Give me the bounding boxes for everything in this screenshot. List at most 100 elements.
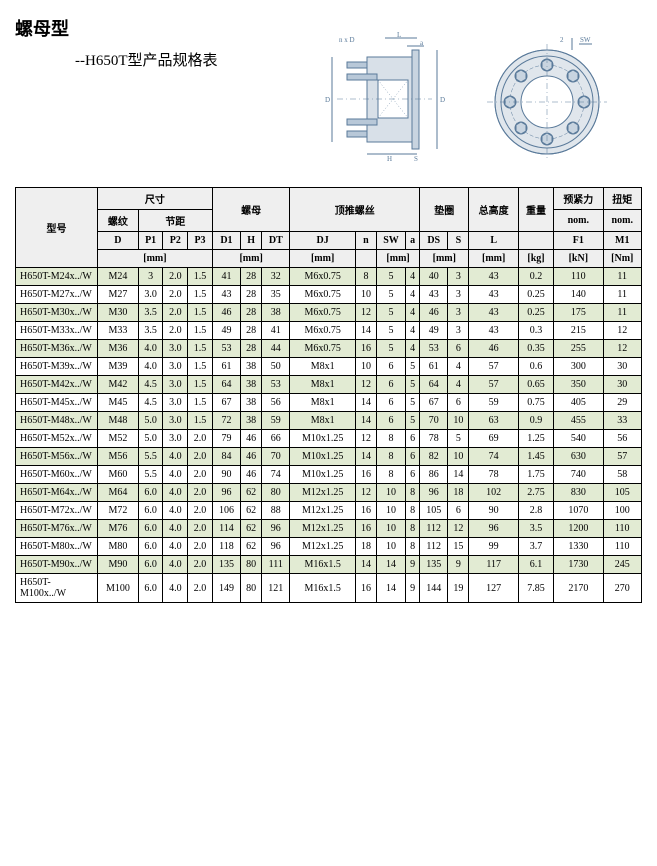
table-cell: 5 xyxy=(377,268,406,286)
table-cell: 1200 xyxy=(554,520,603,538)
table-cell: 3.7 xyxy=(518,538,553,556)
table-cell: M6x0.75 xyxy=(290,304,355,322)
table-cell: 8 xyxy=(377,430,406,448)
table-cell: 9 xyxy=(448,556,469,574)
table-cell: 79 xyxy=(212,430,240,448)
table-cell: 5.5 xyxy=(138,466,163,484)
table-cell: M27 xyxy=(98,286,139,304)
table-cell: 4.0 xyxy=(163,448,188,466)
table-cell: 1330 xyxy=(554,538,603,556)
table-cell: 61 xyxy=(420,358,448,376)
table-cell: 38 xyxy=(241,358,262,376)
table-cell: 4.0 xyxy=(163,502,188,520)
table-cell: M100 xyxy=(98,574,139,603)
table-cell: 28 xyxy=(241,286,262,304)
table-cell: 121 xyxy=(262,574,290,603)
table-cell: 2.0 xyxy=(188,484,213,502)
col-model: 型号 xyxy=(16,188,98,268)
table-row: H650T-M42x../WM424.53.01.5643853M8x11265… xyxy=(16,376,642,394)
table-cell: 3 xyxy=(448,286,469,304)
table-cell: 10 xyxy=(377,520,406,538)
table-cell: 46 xyxy=(241,430,262,448)
table-cell: 56 xyxy=(603,430,642,448)
table-cell: 8 xyxy=(377,466,406,484)
table-cell: 4 xyxy=(448,358,469,376)
table-cell: 8 xyxy=(355,268,376,286)
col-thread: 螺纹 xyxy=(98,210,139,232)
table-cell: 12 xyxy=(603,340,642,358)
table-cell: 5 xyxy=(377,340,406,358)
table-cell: 105 xyxy=(420,502,448,520)
table-cell: 6 xyxy=(448,394,469,412)
table-row: H650T-M48x../WM485.03.01.5723859M8x11465… xyxy=(16,412,642,430)
colgroup-preload: 预紧力 xyxy=(554,188,603,210)
table-cell: 2.0 xyxy=(163,286,188,304)
table-cell: 6.1 xyxy=(518,556,553,574)
table-cell: 3.5 xyxy=(138,322,163,340)
table-cell: 6 xyxy=(406,448,420,466)
table-cell: 6.0 xyxy=(138,484,163,502)
table-cell: 135 xyxy=(212,556,240,574)
table-cell: H650T-M42x../W xyxy=(16,376,98,394)
table-row: H650T-M60x../WM605.54.02.0904674M10x1.25… xyxy=(16,466,642,484)
table-cell: M12x1.25 xyxy=(290,484,355,502)
table-cell: 455 xyxy=(554,412,603,430)
table-cell: 4 xyxy=(448,376,469,394)
table-cell: 630 xyxy=(554,448,603,466)
table-cell: 175 xyxy=(554,304,603,322)
table-cell: 66 xyxy=(262,430,290,448)
table-cell: 4.0 xyxy=(163,556,188,574)
table-cell: M56 xyxy=(98,448,139,466)
table-cell: 3.0 xyxy=(163,376,188,394)
table-row: H650T-M39x../WM394.03.01.5613850M8x11065… xyxy=(16,358,642,376)
table-cell: 33 xyxy=(603,412,642,430)
table-cell: 140 xyxy=(554,286,603,304)
table-cell: 28 xyxy=(241,340,262,358)
colgroup-weight: 重量 xyxy=(518,188,553,232)
table-cell: 1.5 xyxy=(188,412,213,430)
table-cell: 59 xyxy=(469,394,518,412)
table-cell: 10 xyxy=(448,412,469,430)
table-cell: M90 xyxy=(98,556,139,574)
table-row: H650T-M33x../WM333.52.01.5492841M6x0.751… xyxy=(16,322,642,340)
table-cell: M16x1.5 xyxy=(290,556,355,574)
table-cell: M10x1.25 xyxy=(290,466,355,484)
table-cell: M45 xyxy=(98,394,139,412)
table-cell: 2.0 xyxy=(188,556,213,574)
table-cell: 41 xyxy=(212,268,240,286)
table-cell: M60 xyxy=(98,466,139,484)
table-cell: 1.75 xyxy=(518,466,553,484)
table-cell: 19 xyxy=(448,574,469,603)
table-cell: 96 xyxy=(469,520,518,538)
table-cell: 4.0 xyxy=(163,520,188,538)
col-M1: M1 xyxy=(603,232,642,250)
table-cell: 3.0 xyxy=(163,430,188,448)
table-cell: 4.0 xyxy=(163,574,188,603)
table-cell: 58 xyxy=(603,466,642,484)
table-row: H650T-M30x../WM303.52.01.5462838M6x0.751… xyxy=(16,304,642,322)
table-cell: 0.65 xyxy=(518,376,553,394)
table-cell: 2.0 xyxy=(188,430,213,448)
col-a: a xyxy=(406,232,420,250)
table-cell: H650T-M90x../W xyxy=(16,556,98,574)
table-cell: 15 xyxy=(448,538,469,556)
table-cell: H650T-M100x../W xyxy=(16,574,98,603)
table-cell: 6 xyxy=(448,502,469,520)
table-cell: 88 xyxy=(262,502,290,520)
table-cell: 46 xyxy=(241,466,262,484)
table-cell: 830 xyxy=(554,484,603,502)
table-cell: 96 xyxy=(262,538,290,556)
table-cell: 84 xyxy=(212,448,240,466)
table-cell: M12x1.25 xyxy=(290,520,355,538)
col-D1: D1 xyxy=(212,232,240,250)
table-cell: 44 xyxy=(262,340,290,358)
table-cell: 1.25 xyxy=(518,430,553,448)
table-cell: 245 xyxy=(603,556,642,574)
diagram-side-section: n x D L a D D xyxy=(312,32,452,162)
table-cell: 3.0 xyxy=(163,340,188,358)
table-cell: M30 xyxy=(98,304,139,322)
table-cell: 11 xyxy=(603,268,642,286)
col-blank xyxy=(518,232,553,250)
table-cell: 0.9 xyxy=(518,412,553,430)
table-cell: 64 xyxy=(420,376,448,394)
